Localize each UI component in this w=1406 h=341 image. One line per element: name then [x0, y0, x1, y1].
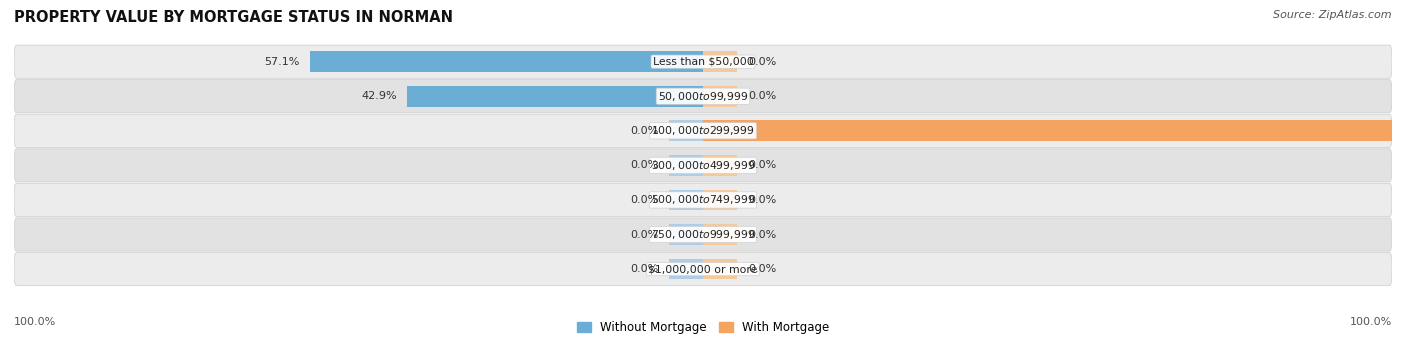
Text: 0.0%: 0.0% [630, 160, 658, 170]
Text: 0.0%: 0.0% [748, 91, 776, 101]
FancyBboxPatch shape [14, 252, 1392, 286]
Text: 0.0%: 0.0% [630, 264, 658, 274]
Text: 0.0%: 0.0% [748, 264, 776, 274]
Text: $1,000,000 or more: $1,000,000 or more [648, 264, 758, 274]
Text: 0.0%: 0.0% [748, 195, 776, 205]
Bar [703, 224, 738, 245]
Bar [703, 259, 738, 280]
Text: 100.0%: 100.0% [1402, 126, 1406, 136]
FancyBboxPatch shape [14, 80, 1392, 113]
Text: 57.1%: 57.1% [264, 57, 299, 66]
Bar [703, 120, 1392, 141]
Text: PROPERTY VALUE BY MORTGAGE STATUS IN NORMAN: PROPERTY VALUE BY MORTGAGE STATUS IN NOR… [14, 10, 453, 25]
Text: 0.0%: 0.0% [748, 160, 776, 170]
Bar [669, 190, 703, 210]
Text: 0.0%: 0.0% [630, 229, 658, 239]
Text: 42.9%: 42.9% [361, 91, 396, 101]
Bar [703, 155, 738, 176]
Text: 0.0%: 0.0% [630, 126, 658, 136]
Bar [669, 120, 703, 141]
Legend: Without Mortgage, With Mortgage: Without Mortgage, With Mortgage [572, 316, 834, 339]
Text: 100.0%: 100.0% [1350, 317, 1392, 327]
Text: $100,000 to $299,999: $100,000 to $299,999 [651, 124, 755, 137]
Text: 100.0%: 100.0% [14, 317, 56, 327]
FancyBboxPatch shape [14, 183, 1392, 217]
Text: $500,000 to $749,999: $500,000 to $749,999 [651, 193, 755, 206]
Bar [669, 155, 703, 176]
Text: Source: ZipAtlas.com: Source: ZipAtlas.com [1274, 10, 1392, 20]
Bar [408, 86, 703, 107]
Text: $50,000 to $99,999: $50,000 to $99,999 [658, 90, 748, 103]
Text: 0.0%: 0.0% [748, 229, 776, 239]
Text: $300,000 to $499,999: $300,000 to $499,999 [651, 159, 755, 172]
Bar [669, 259, 703, 280]
FancyBboxPatch shape [14, 114, 1392, 147]
Text: 0.0%: 0.0% [630, 195, 658, 205]
Text: $750,000 to $999,999: $750,000 to $999,999 [651, 228, 755, 241]
Text: Less than $50,000: Less than $50,000 [652, 57, 754, 66]
FancyBboxPatch shape [14, 149, 1392, 182]
Bar [703, 86, 738, 107]
Text: 0.0%: 0.0% [748, 57, 776, 66]
FancyBboxPatch shape [14, 218, 1392, 251]
Bar [703, 51, 738, 72]
Bar [309, 51, 703, 72]
FancyBboxPatch shape [14, 45, 1392, 78]
Bar [669, 224, 703, 245]
Bar [703, 190, 738, 210]
